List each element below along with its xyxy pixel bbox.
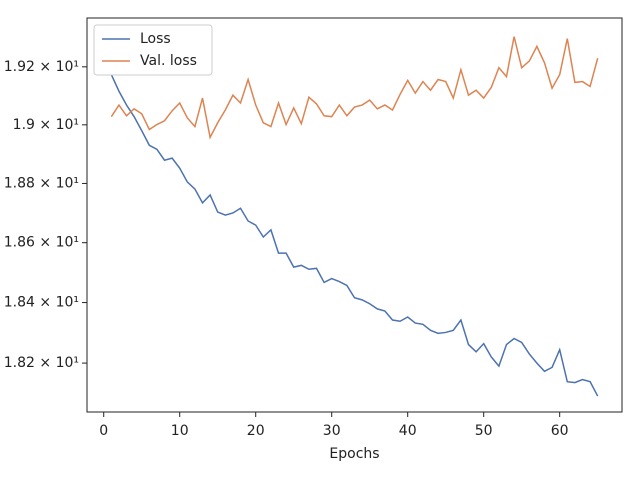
line-series — [110, 74, 599, 397]
x-tick-label: 10 — [171, 423, 189, 439]
legend-box — [93, 24, 213, 76]
line-series — [110, 36, 599, 140]
y-tick-label: 1.92 × 10¹ — [4, 59, 79, 75]
legend-label: Val. loss — [140, 53, 197, 69]
x-tick-label: 40 — [399, 423, 417, 439]
y-tick-label: 1.82 × 10¹ — [4, 355, 79, 371]
x-tick-label: 50 — [475, 423, 493, 439]
y-tick-label: 1.88 × 10¹ — [4, 175, 79, 191]
plot-frame — [86, 17, 623, 413]
x-axis-label: Epochs — [329, 446, 379, 462]
x-tick-label: 0 — [99, 423, 108, 439]
y-tick-label: 1.86 × 10¹ — [4, 235, 79, 251]
x-tick-label: 30 — [323, 423, 341, 439]
y-tick-label: 1.84 × 10¹ — [4, 295, 79, 311]
y-tick-label: 1.9 × 10¹ — [13, 117, 79, 133]
x-tick-label: 60 — [551, 423, 569, 439]
x-tick-label: 20 — [247, 423, 265, 439]
legend-label: Loss — [140, 31, 171, 47]
